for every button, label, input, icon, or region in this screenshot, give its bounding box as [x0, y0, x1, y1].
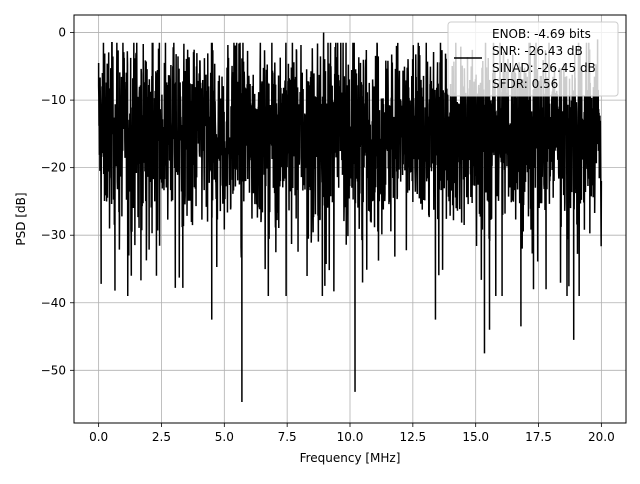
y-tick-label: −30 [41, 228, 66, 242]
legend-line-2: SNR: -26.43 dB [492, 44, 583, 58]
y-axis-ticks: 0 −10 −20 −30 −40 −50 [41, 26, 74, 377]
y-tick-label: −20 [41, 161, 66, 175]
psd-series-line [97, 32, 603, 403]
x-axis-ticks: 0.0 2.5 5.0 7.5 10.0 12.5 15.0 17.5 20.0 [89, 423, 615, 444]
x-tick-label: 10.0 [337, 430, 364, 444]
y-axis-label: PSD [dB] [14, 192, 28, 245]
legend: ENOB: -4.69 bits SNR: -26.43 dB SINAD: -… [447, 21, 619, 97]
y-tick-label: −50 [41, 363, 66, 377]
x-tick-label: 15.0 [462, 430, 489, 444]
legend-line-3: SINAD: -26.45 dB [492, 61, 596, 75]
x-tick-label: 17.5 [525, 430, 552, 444]
legend-line-1: ENOB: -4.69 bits [492, 27, 591, 41]
y-tick-label: −10 [41, 93, 66, 107]
x-tick-label: 2.5 [152, 430, 171, 444]
x-tick-label: 20.0 [588, 430, 615, 444]
x-tick-label: 7.5 [278, 430, 297, 444]
legend-box [447, 21, 619, 97]
y-tick-label: −40 [41, 296, 66, 310]
legend-line-4: SFDR: 0.56 [492, 77, 558, 91]
x-tick-label: 12.5 [399, 430, 426, 444]
y-tick-label: 0 [58, 26, 66, 40]
x-axis-label: Frequency [MHz] [300, 451, 401, 465]
x-tick-label: 5.0 [215, 430, 234, 444]
x-tick-label: 0.0 [89, 430, 108, 444]
